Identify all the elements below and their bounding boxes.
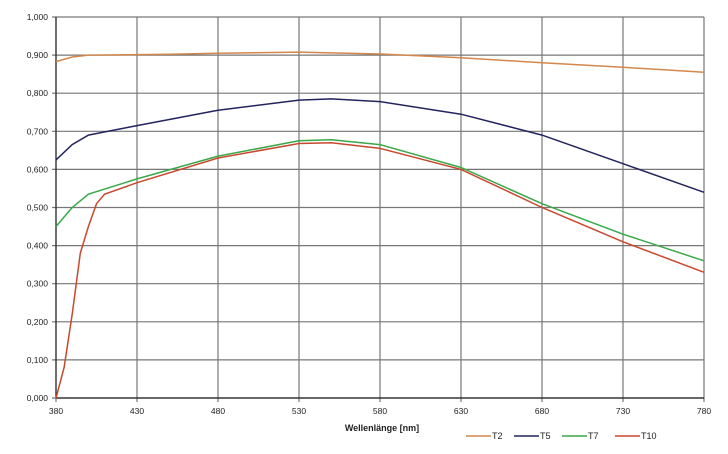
legend-label: T2 [492, 431, 503, 441]
x-tick-label: 780 [697, 406, 711, 416]
x-tick-label: 630 [454, 406, 468, 416]
y-tick-label: 0,600 [27, 164, 49, 174]
series-lines [55, 51, 705, 399]
x-tick-label: 580 [373, 406, 387, 416]
x-tick-label: 530 [292, 406, 306, 416]
y-tick-label: 0,500 [27, 203, 49, 213]
x-tick-label: 680 [535, 406, 549, 416]
legend: T2 T5 T7 T10 [466, 431, 657, 441]
series-line-t10 [55, 141, 705, 399]
x-tick-label: 480 [211, 406, 225, 416]
y-tick-label: 0,800 [27, 88, 49, 98]
x-tick-label: 380 [49, 406, 63, 416]
y-tick-label: 1,000 [27, 12, 49, 22]
y-tick-label: 0,400 [27, 241, 49, 251]
y-tick-label: 0,100 [27, 355, 49, 365]
x-tick-label: 430 [130, 406, 144, 416]
legend-label: T10 [641, 431, 657, 441]
legend-label: T5 [540, 431, 551, 441]
y-axis-ticks: 0,000 0,100 0,200 0,300 0,400 0,500 0,600 0,700… [27, 12, 49, 403]
x-axis-label: Wellenlänge [nm] [345, 423, 419, 433]
y-tick-label: 0,300 [27, 279, 49, 289]
x-tick-label: 730 [616, 406, 630, 416]
y-tick-label: 0,200 [27, 317, 49, 327]
y-tick-label: 0,700 [27, 126, 49, 136]
grid [52, 16, 705, 402]
x-axis-ticks: 380 430 480 530 580 630 680 730 780 [49, 406, 711, 416]
y-tick-label: 0,000 [27, 393, 49, 403]
series-line-t5 [55, 98, 705, 194]
series-line-t7 [55, 138, 705, 262]
legend-label: T7 [588, 431, 599, 441]
y-tick-label: 0,900 [27, 50, 49, 60]
series-line-t2 [55, 51, 705, 73]
